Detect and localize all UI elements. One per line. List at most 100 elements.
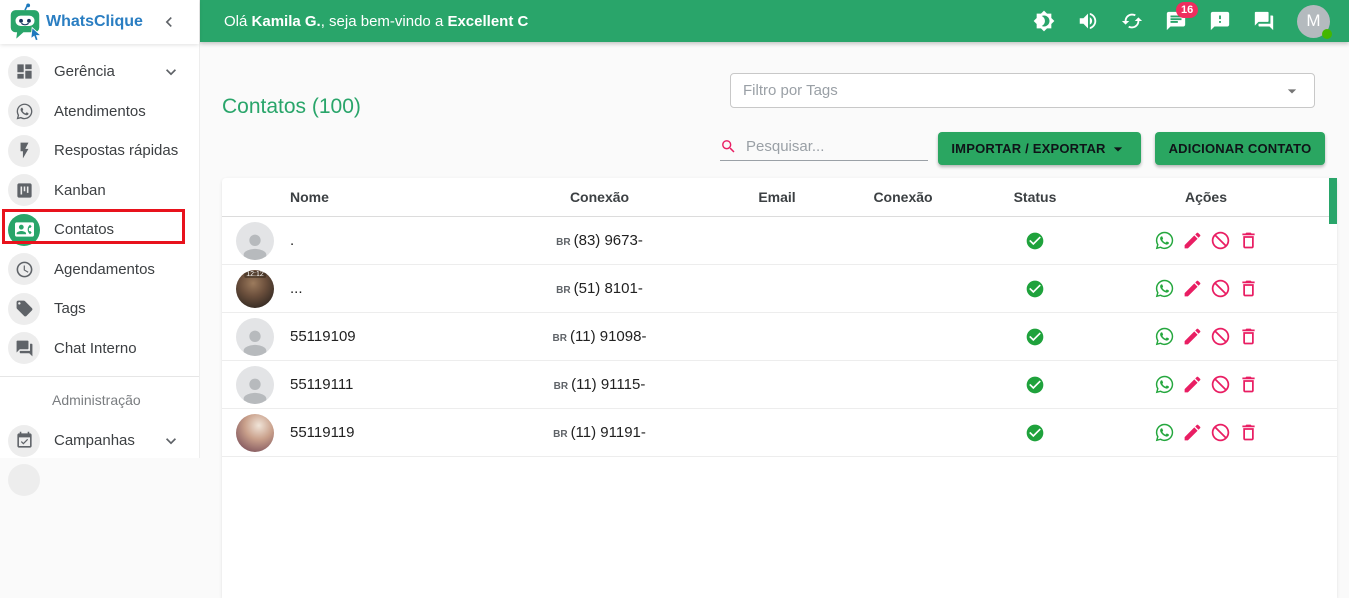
dashboard-icon [8,55,40,88]
chevron-down-icon [161,431,181,451]
sidebar-item-gerencia[interactable]: Gerência [0,52,199,92]
edit-icon[interactable] [1182,374,1203,395]
sidebar-item-kanban[interactable]: Kanban [0,171,199,211]
whatsapp-action-icon[interactable] [1154,278,1175,299]
block-icon[interactable] [1210,230,1231,251]
connection-country-code: BR [556,237,571,248]
column-header-conexao2: Conexão [873,189,933,205]
delete-icon[interactable] [1238,374,1259,395]
delete-icon[interactable] [1238,278,1259,299]
calendar-check-icon [8,424,40,457]
add-contact-button[interactable]: ADICIONAR CONTATO [1155,132,1325,165]
status-connected-icon [1026,328,1044,345]
sidebar-item-partial[interactable] [0,461,199,501]
connection-number: (11) 91115- [571,376,646,393]
table-row: 55119119 BR (11) 91191- [222,409,1337,457]
sidebar-item-label: Chat Interno [54,339,137,357]
tag-filter-placeholder: Filtro por Tags [743,82,838,99]
clock-icon [8,253,40,286]
avatar-photo-label: 12:12 [244,270,266,278]
table-header: Nome Conexão Email Conexão Status Ações [222,178,1337,217]
scrollbar-thumb[interactable] [1329,178,1337,224]
contact-name: . [290,232,295,249]
user-avatar[interactable]: M [1297,4,1332,39]
sidebar-item-agendamentos[interactable]: Agendamentos [0,250,199,290]
sidebar-item-label: Gerência [54,63,115,81]
whatsapp-icon [8,95,40,128]
contacts-table: Nome Conexão Email Conexão Status Ações … [222,178,1337,598]
sidebar-item-campanhas[interactable]: Campanhas [0,421,199,461]
contact-connection: BR (11) 91098- [472,328,727,345]
sidebar-item-label: Contatos [54,221,115,239]
chevron-down-icon [1282,81,1302,101]
sidebar-section-label: Administração [52,392,141,408]
whatsapp-action-icon[interactable] [1154,422,1175,443]
whatsapp-action-icon[interactable] [1154,374,1175,395]
tag-filter-select[interactable]: Filtro por Tags [730,73,1315,108]
flash-icon [8,134,40,167]
person-icon [243,378,267,404]
greeting-company-name: Excellent C [447,12,529,30]
edit-icon[interactable] [1182,230,1203,251]
edit-icon[interactable] [1182,326,1203,347]
contact-name: 55119111 [290,376,354,393]
greeting-text: Olá Kamila G., seja bem-vindo a Excellen… [224,12,529,30]
sidebar-item-chat-interno[interactable]: Chat Interno [0,329,199,369]
block-icon[interactable] [1210,278,1231,299]
sidebar: WhatsClique Gerência Atendimentos Respos… [0,0,200,497]
edit-icon[interactable] [1182,422,1203,443]
contact-name: ... [290,280,303,297]
dark-mode-icon[interactable] [1033,10,1055,32]
chat-icon [8,332,40,365]
column-header-email: Email [758,189,796,205]
status-connected-icon [1026,280,1044,297]
delete-icon[interactable] [1238,326,1259,347]
column-header-acoes: Ações [1184,189,1228,205]
logo-bar: WhatsClique [0,0,199,44]
sidebar-item-contatos[interactable]: Contatos [0,210,199,250]
sidebar-item-tags[interactable]: Tags [0,289,199,329]
greeting-user-name: Kamila G. [251,12,321,30]
sidebar-item-respostas-rapidas[interactable]: Respostas rápidas [0,131,199,171]
search-input[interactable] [746,137,928,155]
person-icon [243,234,267,260]
sidebar-item-atendimentos[interactable]: Atendimentos [0,92,199,132]
status-connected-icon [1026,424,1044,441]
sidebar-nav: Gerência Atendimentos Respostas rápidas … [0,44,199,368]
delete-icon[interactable] [1238,422,1259,443]
edit-icon[interactable] [1182,278,1203,299]
whatsapp-action-icon[interactable] [1154,230,1175,251]
block-icon[interactable] [1210,374,1231,395]
contact-name: 55119109 [290,328,356,345]
contact-connection: BR (11) 91191- [472,424,727,441]
person-icon [243,330,267,356]
whatsclique-logo-icon [10,3,42,41]
connection-country-code: BR [553,381,569,392]
internal-chat-icon[interactable] [1253,10,1275,32]
collapse-sidebar-icon[interactable] [159,12,179,32]
volume-icon[interactable] [1077,10,1099,32]
connection-number: (51) 8101- [573,280,643,297]
online-status-dot [1322,28,1332,39]
whatsapp-action-icon[interactable] [1154,326,1175,347]
block-icon[interactable] [1210,326,1231,347]
contact-name: 55119119 [290,424,355,441]
refresh-icon[interactable] [1121,10,1143,32]
announcement-icon[interactable] [1209,10,1231,32]
column-header-conexao: Conexão [569,189,630,205]
connection-number: (83) 9673- [573,232,643,249]
user-avatar-initial: M [1306,11,1321,30]
table-row: 55119111 BR (11) 91115- [222,361,1337,409]
contact-avatar [236,413,274,452]
contact-connection: BR (51) 8101- [472,280,727,297]
contact-connection: BR (11) 91115- [472,376,727,393]
delete-icon[interactable] [1238,230,1259,251]
status-connected-icon [1026,376,1044,393]
block-icon[interactable] [1210,422,1231,443]
messages-icon[interactable]: 16 [1165,2,1199,32]
import-export-button[interactable]: IMPORTAR / EXPORTAR [938,132,1141,165]
column-header-nome: Nome [290,189,329,205]
topbar-icons: 16 M [1033,2,1349,39]
contact-avatar: 12:12 [236,269,274,308]
sidebar-item-label: Campanhas [54,432,135,450]
